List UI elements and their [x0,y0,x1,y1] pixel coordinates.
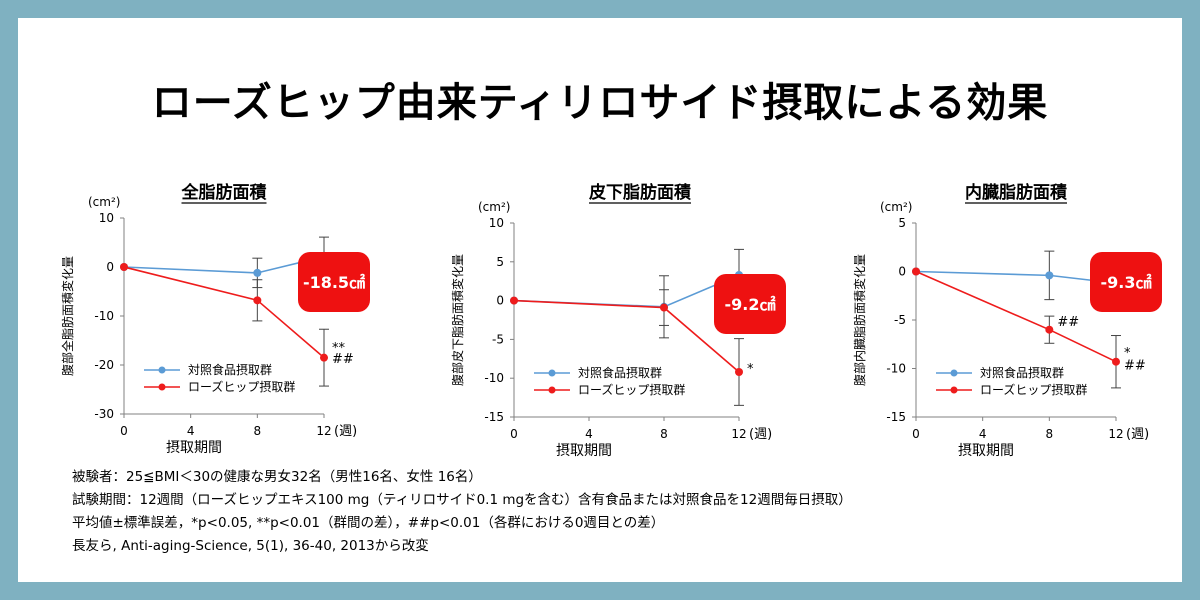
data-point-rosehip [660,303,668,312]
legend-label-rosehip: ローズヒップ摂取群 [188,379,295,394]
note-period: 試験期間：12週間（ローズヒップエキス100 mg（ティリロサイド0.1 mgを… [72,492,852,508]
footnotes: 被験者：25≦BMI＜30の健康な男女32名（男性16名、女性 16名） 試験期… [72,466,852,558]
x-tick-label: 4 [585,427,593,441]
y-unit-label: (cm²) [88,195,120,209]
significance-mark: ## [332,352,354,367]
y-tick-label: -10 [94,309,114,323]
significance-mark: ## [1124,359,1146,374]
legend-marker-control [158,366,166,374]
y-tick-label: -5 [492,332,504,346]
y-tick-label: -10 [886,362,906,376]
x-tick-label: 4 [187,424,195,438]
y-tick-label: -5 [894,313,906,327]
x-tick-label: 8 [660,427,668,441]
y-axis-label: 腹部皮下脂肪面積変化量 [450,254,465,386]
y-tick-label: 10 [489,216,504,230]
data-point-rosehip [1112,357,1120,366]
data-point-rosehip [1045,325,1054,334]
x-unit-label: (週) [749,427,772,442]
reduction-badge-label: -9.3㎠ [1101,273,1152,292]
data-point-rosehip [735,367,743,376]
x-tick-label: 0 [912,427,920,441]
series-line-rosehip [915,270,1117,363]
y-tick-label: -15 [484,410,504,424]
data-point-rosehip [510,296,518,305]
y-tick-label: -15 [886,410,906,424]
series-line-rosehip [513,299,740,373]
reduction-badge-label: -18.5㎠ [303,273,365,292]
x-tick-label: 0 [510,427,518,441]
note-statistics: 平均値±標準誤差，*p<0.05, **p<0.01（群間の差），##p<0.0… [72,515,665,531]
page-title: ローズヒップ由来ティリロサイド摂取による効果 [151,80,1049,126]
reduction-badge-label: -9.2㎠ [725,295,776,314]
chart-title: 皮下脂肪面積 [589,182,692,203]
reduction-badge [1090,252,1162,312]
chart-total-fat: 全脂肪面積 (cm²) 腹部全脂肪面積変化量 10 0 -10 -20 -30 0 4 8 12 (週)… [60,182,370,456]
legend-label-control: 対照食品摂取群 [980,365,1064,380]
y-tick-label: 0 [898,265,906,279]
data-point-rosehip [320,353,328,362]
note-subjects: 被験者：25≦BMI＜30の健康な男女32名（男性16名、女性 16名） [72,469,482,485]
series-line-rosehip [123,266,325,359]
x-axis-label: 摂取期間 [556,443,612,459]
y-axis-label: 腹部全脂肪面積変化量 [60,256,75,376]
y-tick-label: 5 [898,216,906,230]
chart-title: 内臓脂肪面積 [965,182,1068,203]
chart-subcutaneous-fat: 皮下脂肪面積 (cm²) 腹部皮下脂肪面積変化量 10 5 0 -5 -10 -15 0 4 8 12(… [450,182,786,459]
x-tick-label: 0 [120,424,128,438]
significance-mark: * [747,362,754,377]
legend-marker-control [950,369,958,377]
legend-marker-control [548,369,556,377]
data-point-rosehip [912,267,920,276]
y-unit-label: (cm²) [880,200,912,214]
reduction-badge [298,252,370,312]
x-unit-label: (週) [1126,427,1149,442]
significance-mark: ## [1057,315,1079,330]
x-axis-label: 摂取期間 [166,440,222,456]
legend-label-control: 対照食品摂取群 [578,365,662,380]
data-point-control [1045,271,1054,280]
x-axis-label: 摂取期間 [958,443,1014,459]
data-point-control [253,268,262,277]
y-tick-label: -20 [94,358,114,372]
y-tick-label: 0 [106,260,114,274]
significance-mark: * [1124,346,1131,361]
y-tick-label: 10 [99,211,114,225]
legend-label-control: 対照食品摂取群 [188,362,272,377]
slide-frame: ローズヒップ由来ティリロサイド摂取による効果 全脂肪面積 (cm²) 腹部全脂肪面積… [18,18,1182,582]
y-axis-label: 腹部内臓脂肪面積変化量 [852,254,867,386]
data-point-rosehip [253,296,262,305]
series-line-control [123,255,325,274]
legend-marker-rosehip [548,386,556,394]
data-point-rosehip [120,263,128,271]
series-line-control [915,270,1117,284]
x-tick-label: 12 [731,427,746,441]
x-tick-label: 8 [254,424,262,438]
reduction-badge [714,274,786,334]
y-unit-label: (cm²) [478,200,510,214]
y-tick-label: 5 [496,255,504,269]
x-tick-label: 4 [979,427,987,441]
y-tick-label: 0 [496,294,504,308]
y-tick-label: -10 [484,371,504,385]
y-tick-label: -30 [94,407,114,421]
chart-title: 全脂肪面積 [181,182,268,203]
legend-label-rosehip: ローズヒップ摂取群 [980,382,1087,397]
x-tick-label: 12 [1108,427,1123,441]
x-tick-label: 12 [316,424,331,438]
legend-marker-rosehip [158,383,166,391]
significance-mark: ** [332,341,346,356]
note-source: 長友ら, Anti-aging-Science, 5(1), 36-40, 20… [72,538,429,554]
chart-visceral-fat: 内臓脂肪面積 (cm²) 腹部内臓脂肪面積変化量 5 0 -5 -10 -15 0 4 8 12 (週)… [852,182,1162,459]
legend-label-rosehip: ローズヒップ摂取群 [578,382,685,397]
x-tick-label: 8 [1046,427,1054,441]
legend-marker-rosehip [950,386,958,394]
x-unit-label: (週) [334,424,357,439]
